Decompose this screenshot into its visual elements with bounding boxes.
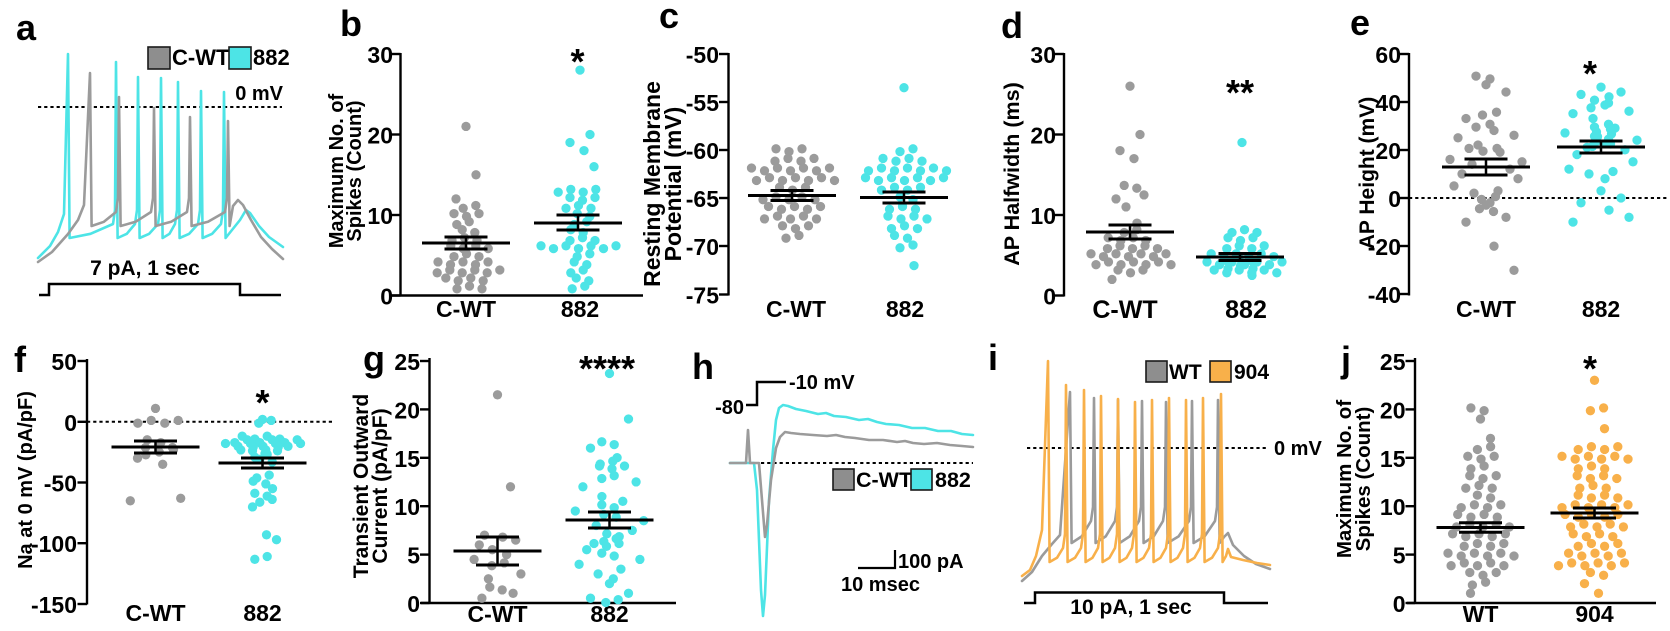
- svg-text:904: 904: [1234, 361, 1269, 384]
- svg-text:C-WT: C-WT: [125, 600, 185, 626]
- svg-text:C-WT: C-WT: [1092, 296, 1157, 324]
- svg-text:i: i: [988, 337, 998, 378]
- svg-text:20: 20: [1030, 123, 1056, 149]
- svg-text:-55: -55: [686, 90, 719, 116]
- svg-text:h: h: [692, 346, 714, 387]
- svg-text:0 mV: 0 mV: [235, 83, 283, 105]
- svg-text:0: 0: [1043, 284, 1056, 310]
- svg-text:7 pA, 1 sec: 7 pA, 1 sec: [90, 257, 200, 280]
- svg-text:882: 882: [243, 600, 281, 626]
- svg-text:100 pA: 100 pA: [898, 551, 964, 573]
- svg-text:C-WT: C-WT: [467, 601, 527, 627]
- svg-text:f: f: [14, 339, 27, 380]
- svg-text:882: 882: [1582, 296, 1620, 322]
- svg-text:**: **: [1226, 72, 1254, 113]
- svg-text:-70: -70: [686, 234, 719, 260]
- svg-text:-10 mV: -10 mV: [789, 372, 855, 394]
- svg-text:C-WT: C-WT: [172, 45, 230, 70]
- svg-text:10: 10: [1380, 494, 1406, 520]
- svg-text:882: 882: [935, 468, 971, 492]
- svg-text:-65: -65: [686, 186, 719, 212]
- svg-text:WT: WT: [1169, 361, 1202, 384]
- svg-text:AP Height (mV): AP Height (mV): [1356, 97, 1379, 249]
- svg-text:Potential (mV): Potential (mV): [660, 107, 686, 262]
- svg-text:10: 10: [394, 494, 420, 520]
- svg-text:-150: -150: [31, 592, 77, 618]
- svg-text:a: a: [16, 7, 37, 48]
- svg-text:Spikes (Count): Spikes (Count): [1352, 407, 1375, 552]
- svg-text:Na at 0 mV (pA/pF): Na at 0 mV (pA/pF): [15, 391, 37, 569]
- svg-text:Maximum No. of: Maximum No. of: [326, 93, 348, 248]
- svg-text:882: 882: [1225, 296, 1267, 324]
- svg-text:40: 40: [1375, 90, 1401, 116]
- svg-text:30: 30: [1030, 42, 1056, 68]
- svg-text:25: 25: [394, 349, 420, 375]
- svg-text:882: 882: [886, 296, 924, 322]
- svg-text:Maximum No. of: Maximum No. of: [1333, 400, 1356, 558]
- svg-text:Transient Outward: Transient Outward: [350, 394, 373, 578]
- svg-text:882: 882: [561, 296, 599, 322]
- svg-text:0 mV: 0 mV: [1274, 438, 1322, 460]
- svg-text:Current (pA/pF): Current (pA/pF): [369, 408, 392, 563]
- svg-text:C-WT: C-WT: [766, 296, 826, 322]
- svg-text:20: 20: [1380, 397, 1406, 423]
- svg-text:20: 20: [394, 397, 420, 423]
- svg-text:C-WT: C-WT: [436, 296, 496, 322]
- svg-text:15: 15: [1380, 446, 1406, 472]
- svg-text:g: g: [363, 338, 385, 379]
- svg-text:10 msec: 10 msec: [841, 574, 920, 596]
- svg-text:-75: -75: [686, 283, 719, 309]
- svg-text:50: 50: [51, 349, 77, 375]
- svg-text:-40: -40: [1368, 282, 1401, 308]
- svg-text:*: *: [1583, 53, 1597, 94]
- svg-text:Spikes (Count): Spikes (Count): [344, 100, 366, 241]
- svg-text:-50: -50: [686, 42, 719, 68]
- svg-text:-20: -20: [1368, 234, 1401, 260]
- svg-text:e: e: [1350, 2, 1370, 43]
- svg-text:5: 5: [407, 543, 420, 569]
- svg-text:10: 10: [1030, 203, 1056, 229]
- svg-text:0: 0: [1388, 186, 1401, 212]
- svg-text:60: 60: [1375, 42, 1401, 68]
- svg-text:*: *: [255, 382, 269, 423]
- svg-text:20: 20: [367, 123, 393, 149]
- svg-text:10 pA, 1 sec: 10 pA, 1 sec: [1070, 596, 1192, 619]
- svg-text:C-WT: C-WT: [1456, 296, 1516, 322]
- svg-text:0: 0: [64, 410, 77, 436]
- svg-text:*: *: [570, 41, 584, 82]
- svg-text:0: 0: [407, 591, 420, 617]
- svg-text:10: 10: [367, 203, 393, 229]
- svg-text:0: 0: [380, 284, 393, 310]
- svg-text:-60: -60: [686, 138, 719, 164]
- svg-text:904: 904: [1575, 601, 1614, 627]
- svg-text:0: 0: [1393, 591, 1406, 617]
- svg-text:C-WT: C-WT: [856, 468, 912, 492]
- svg-text:20: 20: [1375, 138, 1401, 164]
- svg-text:c: c: [659, 0, 679, 36]
- svg-text:-80: -80: [715, 397, 744, 419]
- svg-text:882: 882: [253, 45, 290, 70]
- svg-text:WT: WT: [1463, 601, 1499, 627]
- svg-text:-100: -100: [31, 531, 77, 557]
- svg-text:Resting Membrane: Resting Membrane: [639, 81, 665, 287]
- svg-text:25: 25: [1380, 349, 1406, 375]
- svg-text:j: j: [1340, 339, 1351, 380]
- svg-text:****: ****: [579, 348, 635, 389]
- svg-text:5: 5: [1393, 543, 1406, 569]
- svg-text:30: 30: [367, 42, 393, 68]
- svg-text:15: 15: [394, 446, 420, 472]
- svg-text:-50: -50: [44, 471, 77, 497]
- svg-text:AP Halfwidth (ms): AP Halfwidth (ms): [1000, 82, 1024, 266]
- svg-text:882: 882: [590, 601, 628, 627]
- svg-text:b: b: [340, 3, 362, 44]
- svg-text:d: d: [1001, 5, 1023, 46]
